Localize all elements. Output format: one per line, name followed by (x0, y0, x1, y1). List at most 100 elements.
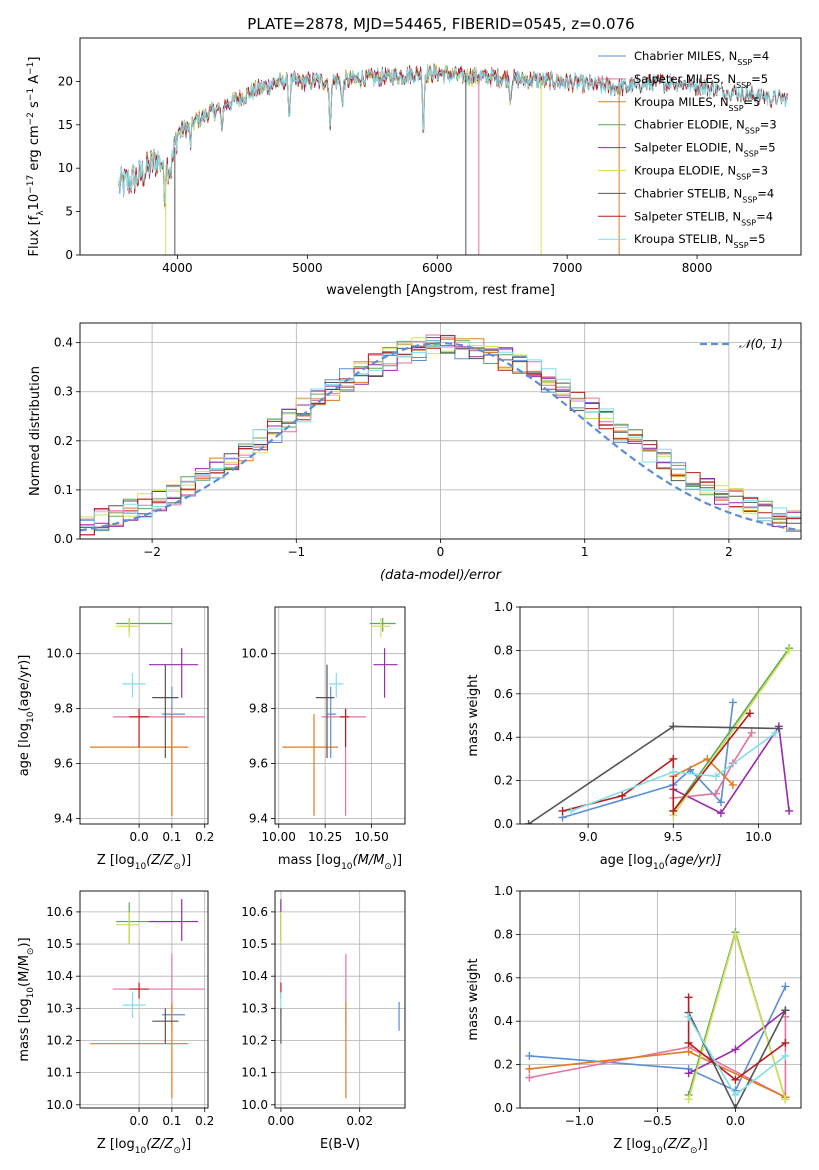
weight-point-marker (728, 780, 737, 789)
y-tick-label: 10.1 (46, 1066, 73, 1080)
weight-point-marker (785, 646, 794, 655)
spectrum-line-kroupa-stelib (118, 64, 789, 204)
weight-point-marker (558, 806, 567, 815)
y-axis-label: mass weight (466, 958, 481, 1040)
y-axis-label: mass weight (466, 674, 481, 756)
y-tick-label: 0.1 (54, 483, 73, 497)
mass-weight-vs-age-panel: 9.0 9.5 10.0 0.0 0.2 0.4 0.6 0.8 1.0 age [log10(a… (466, 600, 802, 872)
x-tick-label: 9.5 (664, 830, 683, 844)
legend-label: Kroupa MILES, NSSP=5 (634, 95, 760, 113)
weight-point-marker (781, 1051, 790, 1060)
y-axis-label: Normed distribution (28, 366, 43, 496)
weight-point-marker (684, 1047, 693, 1056)
weight-point-marker (781, 1038, 790, 1047)
spectrum-line-kroupa-miles (118, 63, 619, 205)
x-tick-label: −2 (143, 545, 161, 559)
weight-point-marker (731, 1045, 740, 1054)
axes-frame (519, 890, 802, 1109)
y-tick-label: 0.6 (494, 971, 513, 985)
y-tick-label: 10.2 (46, 1033, 73, 1047)
weight-point-marker (716, 798, 725, 807)
y-tick-label: 9.4 (54, 812, 73, 826)
y-tick-label: 10.2 (241, 1033, 268, 1047)
y-tick-label: 10.6 (46, 905, 73, 919)
y-tick-label: 20 (58, 74, 73, 88)
weight-point-marker (711, 772, 720, 781)
spectrum-line-salpeter-elodie (118, 66, 542, 206)
x-axis-label: Z [log10(Z/Z⊙)] (97, 1137, 191, 1156)
x-tick-label: 2 (725, 545, 733, 559)
legend-label: Chabrier ELODIE, NSSP=3 (634, 118, 777, 136)
spectrum-line-chabrier-elodie (118, 63, 542, 209)
x-tick-label: 8000 (682, 261, 713, 275)
y-tick-label: 0.4 (494, 1014, 513, 1028)
weight-line-kroupa-stelib (687, 1016, 786, 1097)
axes-frame (79, 890, 209, 1109)
x-tick-label: 10.0 (745, 830, 772, 844)
weight-line-kroupa-elodie (672, 649, 790, 816)
y-tick-label: 10.4 (46, 969, 73, 983)
weight-point-marker (781, 1095, 790, 1104)
x-tick-label: −1 (287, 545, 305, 559)
x-tick-label: −0.5 (643, 1114, 672, 1128)
weight-point-marker (525, 1064, 534, 1073)
weight-point-marker (684, 1038, 693, 1047)
x-tick-label: 6000 (422, 261, 453, 275)
x-tick-label: 0.2 (195, 830, 214, 844)
weight-point-marker (731, 1090, 740, 1099)
x-axis-label: age [log10(age/yr)] (600, 853, 722, 872)
y-tick-label: 0.2 (494, 1058, 513, 1072)
weight-point-marker (731, 930, 740, 939)
mass-weight-vs-metallicity-panel: −1.0 −0.5 0.0 0.0 0.2 0.4 0.6 0.8 1.0 Z [log10(Z/… (466, 884, 802, 1156)
weight-point-marker (774, 724, 783, 733)
x-tick-label: 0 (437, 545, 445, 559)
axes-frame (79, 606, 209, 825)
y-tick-label: 0 (65, 248, 73, 262)
y-tick-label: 10.6 (241, 905, 268, 919)
weight-point-marker (731, 1104, 740, 1108)
y-tick-label: 10.5 (46, 937, 73, 951)
legend-label: Salpeter ELODIE, NSSP=5 (634, 141, 776, 159)
y-tick-label: 0.4 (494, 730, 513, 744)
x-axis-label: Z [log10(Z/Z⊙)] (613, 1137, 707, 1156)
legend-label: Salpeter STELIB, NSSP=4 (634, 209, 773, 227)
axes-frame (274, 890, 406, 1109)
age-vs-mass-panel: 10.00 10.25 10.50 9.4 9.6 9.8 10.0 mass [log10(… (241, 606, 406, 872)
weight-line-salpeter-miles (673, 732, 753, 799)
y-axis-label: mass [log10(M/M⊙)] (17, 937, 36, 1061)
y-tick-label: 0.0 (494, 817, 513, 831)
weight-point-marker (747, 728, 756, 737)
x-tick-label: 0.2 (195, 1114, 214, 1128)
y-tick-label: 10.4 (241, 969, 268, 983)
weight-point-marker (525, 1073, 534, 1082)
x-tick-label: 0.1 (162, 830, 181, 844)
axes-frame (79, 37, 802, 256)
y-tick-label: 9.4 (249, 812, 268, 826)
y-tick-label: 10.0 (46, 647, 73, 661)
weight-point-marker (669, 806, 678, 815)
weight-point-marker (731, 1075, 740, 1084)
weight-point-marker (567, 806, 576, 815)
y-tick-label: 0.8 (494, 927, 513, 941)
x-tick-label: 10.50 (354, 830, 388, 844)
x-tick-label: −1.0 (565, 1114, 594, 1128)
weight-point-marker (728, 698, 737, 707)
y-tick-label: 10.3 (241, 1001, 268, 1015)
x-axis-label: wavelength [Angstrom, rest frame] (326, 283, 555, 298)
legend-label: 𝒩(0, 1) (739, 337, 783, 351)
y-tick-label: 0.4 (54, 336, 73, 350)
mass-vs-metallicity-panel: 0.0 0.1 0.2 10.0 10.1 10.2 10.3 10.4 10.5 10.6 Z [… (17, 890, 214, 1156)
y-tick-label: 10.0 (46, 1098, 73, 1112)
weight-point-marker (618, 791, 627, 800)
mass-vs-ebv-panel: 0.00 0.02 10.0 10.1 10.2 10.3 10.4 10.5 10.6 E(B-… (241, 890, 406, 1152)
legend-label: Kroupa STELIB, NSSP=5 (634, 232, 765, 250)
y-tick-label: 15 (58, 118, 73, 132)
spectrum-legend: Chabrier MILES, NSSP=4 Salpeter MILES, NS… (598, 49, 777, 250)
y-tick-label: 0.2 (494, 774, 513, 788)
x-tick-label: 0.02 (346, 1114, 373, 1128)
x-tick-label: 9.0 (579, 830, 598, 844)
y-tick-label: 1.0 (494, 600, 513, 614)
weight-point-marker (711, 789, 720, 798)
spectrum-line-salpeter-miles (118, 64, 619, 207)
